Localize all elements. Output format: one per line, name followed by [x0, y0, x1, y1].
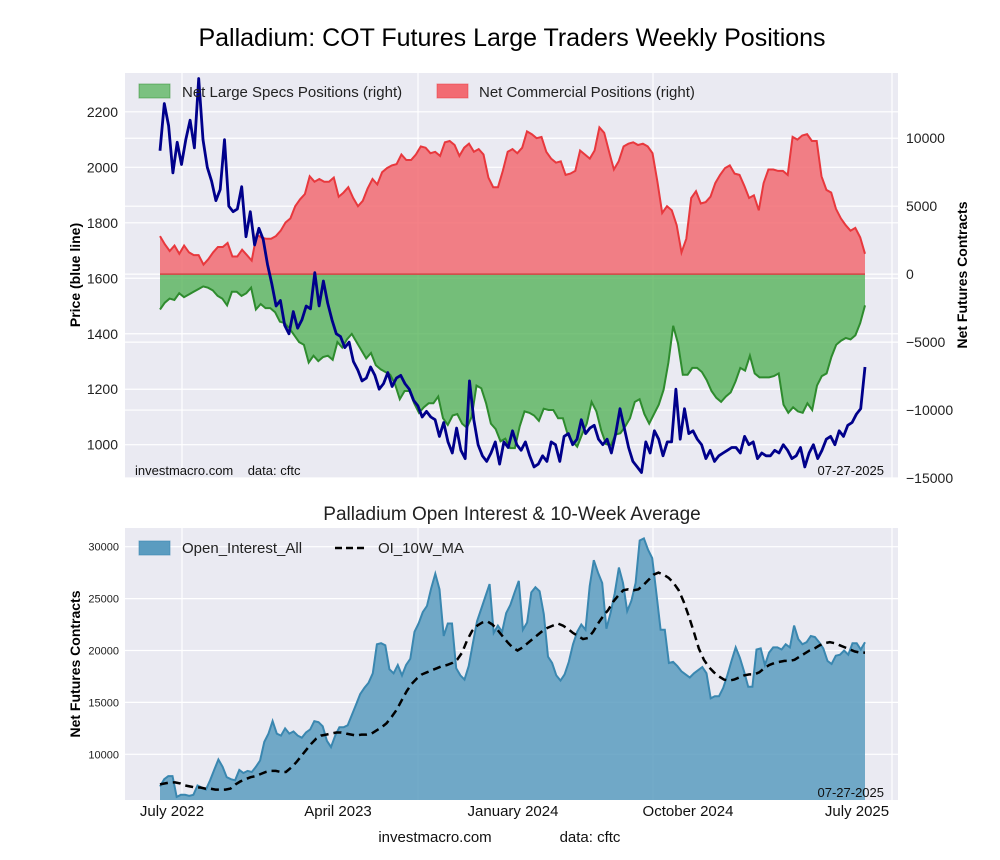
top-legend: Net Large Specs Positions (right) Net Co… — [138, 83, 695, 101]
bottom-y-tick-label: 30000 — [88, 542, 119, 554]
bottom-y-tick-label: 10000 — [88, 749, 119, 761]
main-chart-title: Palladium: COT Futures Large Traders Wee… — [198, 24, 825, 52]
moving-average-line — [159, 571, 865, 791]
left-tick-label: 1400 — [87, 326, 118, 342]
top-date-stamp: 07-27-2025 — [818, 463, 885, 478]
bottom-y-axis-ticks: 10000 15000 20000 25000 30000 — [88, 542, 119, 762]
large-specs-line — [159, 285, 866, 450]
bottom-y-axis-label: Net Futures Contracts — [67, 590, 83, 737]
open-interest-title: Palladium Open Interest & 10-Week Averag… — [323, 504, 700, 525]
legend-swatch-large-specs — [138, 83, 171, 99]
large-specs-area — [160, 274, 865, 449]
bottom-y-tick-label: 25000 — [88, 594, 119, 606]
bottom-x-axis-ticks: July 2022 April 2023 January 2024 October 2… — [140, 803, 889, 820]
x-tick-label: July 2022 — [140, 803, 204, 820]
open-interest-line — [159, 537, 866, 799]
right-tick-label: 0 — [906, 266, 914, 282]
bottom-legend: Open_Interest_All OI_10W_MA — [138, 540, 464, 557]
commercial-area — [160, 127, 865, 275]
moving-average-group — [159, 571, 865, 791]
left-axis-label: Price (blue line) — [67, 223, 83, 327]
left-tick-label: 1000 — [87, 437, 118, 453]
footer-site: investmacro.com — [378, 829, 491, 846]
commercial-line — [159, 125, 866, 267]
legend-label-open-interest: Open_Interest_All — [182, 540, 302, 557]
bottom-y-tick-label: 20000 — [88, 646, 119, 658]
x-tick-label: October 2024 — [643, 803, 734, 820]
right-tick-label: 5000 — [906, 198, 937, 214]
legend-label-commercial: Net Commercial Positions (right) — [479, 84, 695, 101]
top-position-areas — [159, 125, 866, 450]
top-price-line-group — [158, 77, 867, 474]
left-tick-label: 1800 — [87, 215, 118, 231]
right-tick-label: −10000 — [906, 402, 953, 418]
right-axis-label: Net Futures Contracts — [954, 201, 970, 348]
x-tick-label: April 2023 — [304, 803, 372, 820]
x-tick-label: January 2024 — [468, 803, 559, 820]
legend-label-moving-average: OI_10W_MA — [378, 540, 464, 557]
left-tick-label: 2200 — [87, 104, 118, 120]
right-tick-label: −5000 — [906, 334, 946, 350]
bottom-y-tick-label: 15000 — [88, 697, 119, 709]
top-right-axis-ticks: −15000 −10000 −5000 0 5000 10000 — [906, 130, 953, 486]
legend-swatch-commercial — [436, 83, 469, 99]
footer-source: data: cftc — [560, 829, 621, 846]
left-tick-label: 1600 — [87, 270, 118, 286]
bottom-date-stamp: 07-27-2025 — [818, 785, 885, 800]
legend-label-large-specs: Net Large Specs Positions (right) — [182, 84, 402, 101]
open-interest-area-group — [159, 537, 866, 800]
top-watermark: investmacro.com data: cftc — [135, 463, 301, 478]
left-tick-label: 1200 — [87, 381, 118, 397]
right-tick-label: 10000 — [906, 130, 945, 146]
top-left-axis-ticks: 1000 1200 1400 1600 1800 2000 2200 — [87, 104, 118, 453]
legend-swatch-open-interest — [138, 540, 171, 556]
right-tick-label: −15000 — [906, 470, 953, 486]
price-line — [158, 77, 867, 474]
x-tick-label: July 2025 — [825, 803, 889, 820]
left-tick-label: 2000 — [87, 159, 118, 175]
